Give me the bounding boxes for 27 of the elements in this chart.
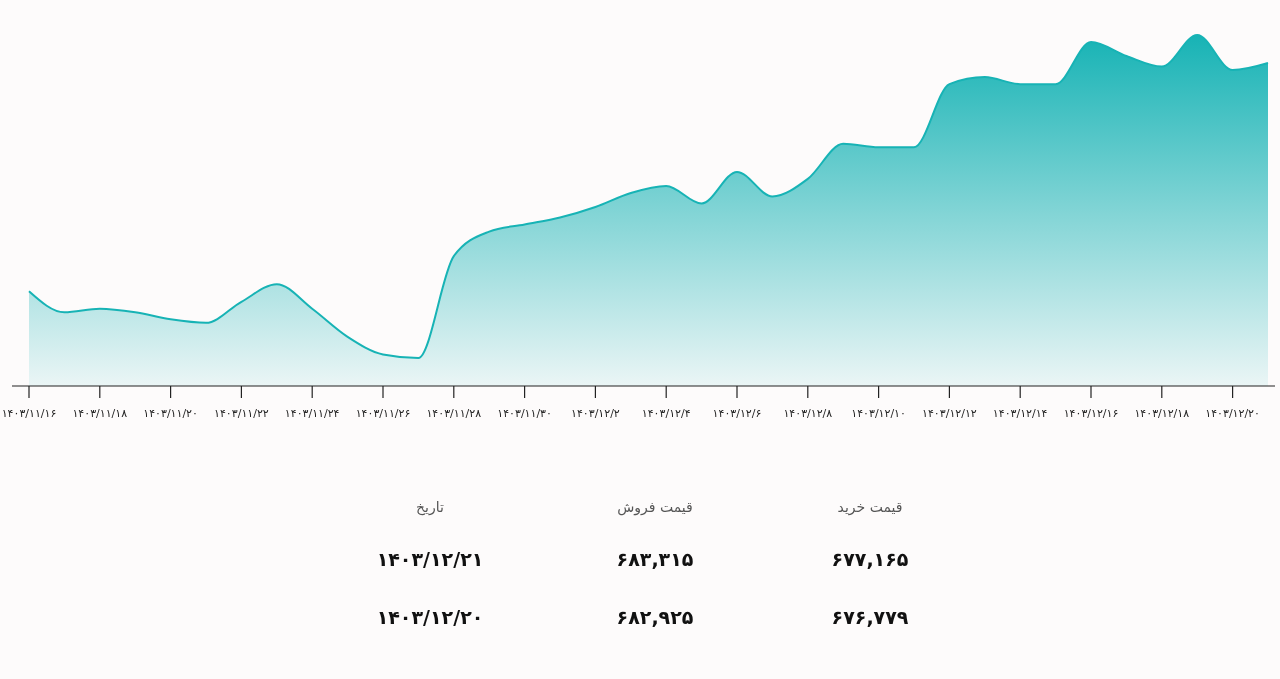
x-tick-label: ۱۴۰۳/۱۱/۲۴ [284,407,340,420]
x-tick-label: ۱۴۰۳/۱۱/۱۸ [72,407,128,420]
x-tick-label: ۱۴۰۳/۱۲/۱۴ [992,407,1048,420]
text: قیمت فروش [617,499,693,516]
x-tick-label: ۱۴۰۳/۱۱/۲۶ [355,407,411,420]
x-tick-label: ۱۴۰۳/۱۲/۶ [712,407,762,420]
x-tick-label: ۱۴۰۳/۱۱/۲۰ [143,407,198,420]
text: قیمت خرید [837,499,903,516]
text: ۱۴۰۳/۱۲/۲۱ [376,548,484,570]
x-tick-label: ۱۴۰۳/۱۲/۴ [641,407,691,420]
x-tick-label: ۱۴۰۳/۱۱/۳۰ [497,407,552,420]
x-tick-label: ۱۴۰۳/۱۱/۱۶ [1,407,57,420]
text: ۱۴۰۳/۱۲/۲۰ [376,606,484,628]
text: ۶۸۳,۳۱۵ [616,548,694,570]
x-tick-label: ۱۴۰۳/۱۲/۱۲ [922,407,977,420]
x-tick-label: ۱۴۰۳/۱۲/۱۸ [1134,407,1190,420]
x-tick-label: ۱۴۰۳/۱۲/۲ [571,407,620,420]
x-tick-label: ۱۴۰۳/۱۲/۱۰ [851,407,906,420]
x-tick-label: ۱۴۰۳/۱۲/۱۶ [1063,407,1119,420]
x-tick-label: ۱۴۰۳/۱۱/۲۸ [426,407,482,420]
x-tick-label: ۱۴۰۳/۱۲/۸ [783,407,833,420]
text: تاریخ [416,499,445,516]
text: ۶۷۶,۷۷۹ [831,606,909,628]
x-tick-label: ۱۴۰۳/۱۱/۲۲ [214,407,269,420]
x-tick-label: ۱۴۰۳/۱۲/۲۰ [1205,407,1260,420]
text: ۶۸۲,۹۲۵ [616,606,694,628]
text: ۶۷۷,۱۶۵ [831,548,909,570]
